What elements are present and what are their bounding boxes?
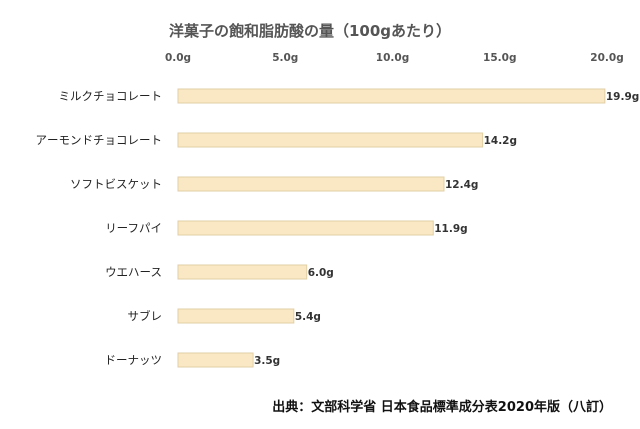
value-labels: 19.9g 14.2g 12.4g 11.9g 6.0g 5.4g 3.5g bbox=[254, 91, 639, 367]
x-axis-ticks: 0.0g 5.0g 10.0g 15.0g 20.0g bbox=[165, 52, 624, 64]
category-label: アーモンドチョコレート bbox=[36, 133, 163, 147]
value-label: 3.5g bbox=[254, 355, 280, 367]
bars bbox=[177, 88, 606, 368]
source-note: 出典：文部科学省 日本食品標準成分表2020年版（八訂） bbox=[272, 399, 612, 415]
x-tick-label: 15.0g bbox=[483, 52, 516, 64]
value-label: 12.4g bbox=[445, 179, 478, 191]
x-tick-label: 20.0g bbox=[590, 52, 623, 64]
category-label: ドーナッツ bbox=[105, 353, 163, 367]
value-label: 6.0g bbox=[308, 267, 334, 279]
category-label: リーフパイ bbox=[105, 221, 162, 235]
category-label: ミルクチョコレート bbox=[59, 89, 163, 103]
bar bbox=[177, 264, 308, 280]
bar bbox=[177, 88, 606, 104]
value-label: 14.2g bbox=[484, 135, 517, 147]
category-labels: ミルクチョコレートアーモンドチョコレートソフトビスケットリーフパイウエハースサブ… bbox=[36, 89, 163, 367]
category-label: ソフトビスケット bbox=[70, 177, 162, 191]
chart-title: 洋菓子の飽和脂肪酸の量（100gあたり） bbox=[169, 22, 451, 40]
category-label: ウエハース bbox=[105, 265, 162, 279]
bar bbox=[177, 308, 295, 324]
bar bbox=[177, 176, 445, 192]
x-tick-label: 10.0g bbox=[376, 52, 409, 64]
x-tick-label: 5.0g bbox=[272, 52, 298, 64]
x-tick-label: 0.0g bbox=[165, 52, 191, 64]
category-label: サブレ bbox=[128, 309, 163, 323]
bar bbox=[177, 220, 434, 236]
value-label: 19.9g bbox=[606, 91, 639, 103]
value-label: 5.4g bbox=[295, 311, 321, 323]
bar bbox=[177, 132, 484, 148]
bar bbox=[177, 352, 254, 368]
value-label: 11.9g bbox=[434, 223, 467, 235]
